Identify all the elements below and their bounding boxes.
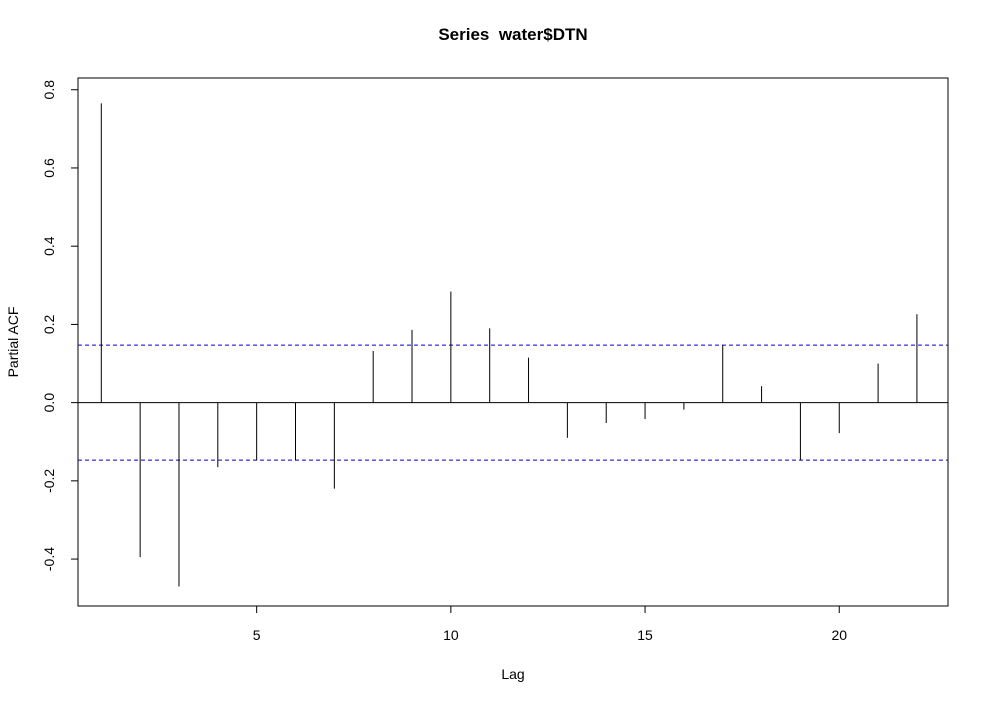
y-tick-label: 0.6 xyxy=(41,158,57,178)
y-tick-label: -0.4 xyxy=(41,547,57,571)
x-tick-label: 5 xyxy=(253,627,261,643)
confidence-bounds xyxy=(78,344,948,461)
y-axis: -0.4 -0.2 0.0 0.2 0.4 0.6 0.8 xyxy=(41,80,79,571)
y-tick-label: 0.0 xyxy=(41,393,57,413)
y-tick-label: -0.2 xyxy=(41,469,57,493)
y-tick-label: 0.8 xyxy=(41,80,57,100)
y-tick-label: 0.2 xyxy=(41,314,57,334)
chart-title: Series water$DTN xyxy=(438,25,587,44)
y-tick-label: 0.4 xyxy=(41,236,57,256)
x-tick-label: 10 xyxy=(443,627,459,643)
x-axis: 5 10 15 20 xyxy=(253,605,847,643)
y-axis-label: Partial ACF xyxy=(5,307,21,378)
x-tick-label: 20 xyxy=(831,627,847,643)
x-tick-label: 15 xyxy=(637,627,653,643)
x-axis-label: Lag xyxy=(501,666,524,682)
pacf-bars xyxy=(100,103,918,587)
plot-frame xyxy=(77,77,949,607)
